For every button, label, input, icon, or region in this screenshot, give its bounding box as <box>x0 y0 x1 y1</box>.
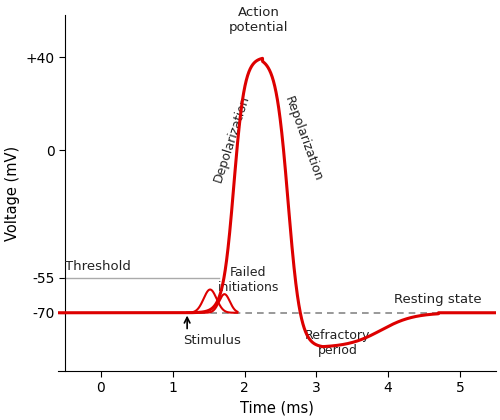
Text: Failed
initiations: Failed initiations <box>218 266 279 294</box>
Text: Refractory
period: Refractory period <box>305 329 370 357</box>
Text: Depolarization: Depolarization <box>212 93 252 184</box>
X-axis label: Time (ms): Time (ms) <box>240 401 314 416</box>
Text: Repolarization: Repolarization <box>282 94 325 183</box>
Text: Action
potential: Action potential <box>229 6 288 34</box>
Y-axis label: Voltage (mV): Voltage (mV) <box>5 145 20 241</box>
Text: Threshold: Threshold <box>65 260 131 273</box>
Text: Stimulus: Stimulus <box>184 333 242 346</box>
Text: Resting state: Resting state <box>394 293 482 306</box>
